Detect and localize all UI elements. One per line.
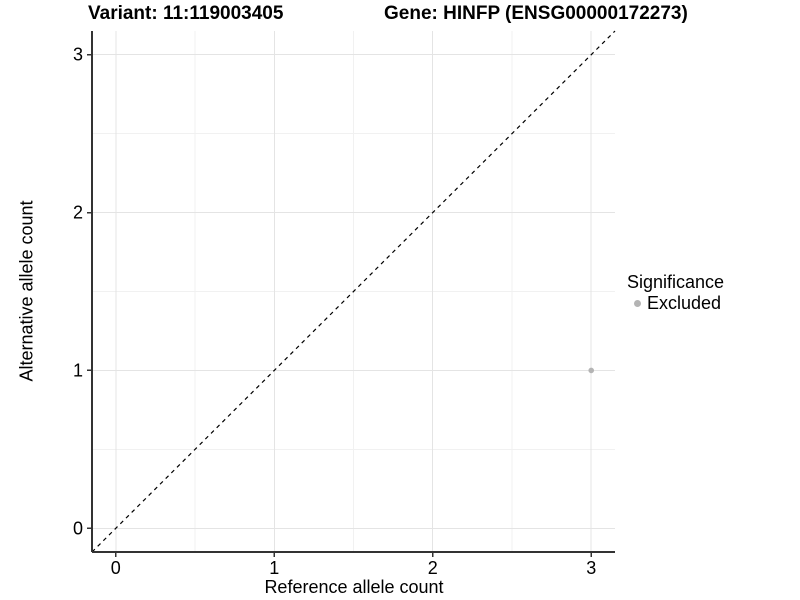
plot-panel: 0 1 2 3 0 1 2 3 [73, 30, 616, 578]
x-tick-label: 1 [269, 558, 279, 578]
y-tick-label: 1 [73, 360, 83, 380]
legend-title: Significance [627, 272, 725, 292]
legend-item-label: Excluded [647, 293, 722, 313]
x-tick-label: 3 [586, 558, 596, 578]
identity-dashed-line [91, 30, 616, 553]
y-tick-label: 3 [73, 45, 83, 65]
y-axis-title: Alternative allele count [16, 200, 37, 382]
x-tick-label: 0 [111, 558, 121, 578]
legend: Significance Excluded [627, 273, 724, 313]
x-tick-label: 2 [428, 558, 438, 578]
plot-title-variant: Variant: 11:119003405 [88, 3, 284, 24]
legend-point-circle-icon [634, 300, 641, 307]
plot-title-gene: Gene: HINFP (ENSG00000172273) [384, 3, 688, 24]
y-tick-label: 0 [73, 518, 83, 538]
legend-item-excluded: Excluded [627, 294, 724, 313]
y-tick-label: 2 [73, 203, 83, 223]
data-point [588, 367, 595, 374]
x-axis-title: Reference allele count [264, 577, 444, 597]
